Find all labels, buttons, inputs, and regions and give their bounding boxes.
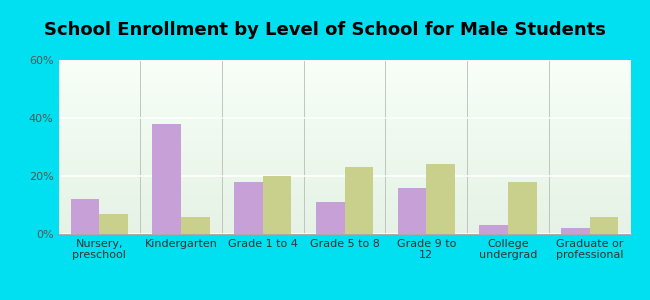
Bar xyxy=(508,182,536,234)
Text: School Enrollment by Level of School for Male Students: School Enrollment by Level of School for… xyxy=(44,21,606,39)
Bar xyxy=(426,164,455,234)
Bar xyxy=(234,182,263,234)
Bar xyxy=(590,217,618,234)
Bar xyxy=(71,199,99,234)
Bar xyxy=(561,228,590,234)
Bar xyxy=(398,188,426,234)
Bar xyxy=(263,176,291,234)
Bar xyxy=(99,214,128,234)
Bar xyxy=(344,167,373,234)
Bar xyxy=(479,225,508,234)
Bar xyxy=(181,217,210,234)
Bar xyxy=(316,202,344,234)
Bar xyxy=(153,124,181,234)
